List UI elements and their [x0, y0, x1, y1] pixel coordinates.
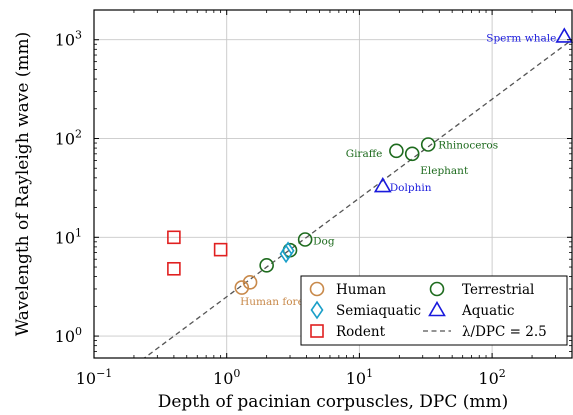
legend-marker-human: [309, 281, 325, 297]
grid: [94, 10, 572, 358]
axis-ticks: 10−1 100 101 102 100 101 102 103: [55, 10, 572, 388]
aquatic-point: [555, 27, 573, 43]
annotation-label: Sperm whale: [486, 32, 556, 44]
x-tick-label: 101: [346, 367, 373, 388]
legend-label: λ/DPC = 2.5: [462, 324, 547, 340]
human-point: [242, 275, 258, 290]
legend-marker-aquatic: [428, 300, 446, 317]
x-tick-label: 102: [478, 367, 505, 388]
annotation-label: Rhinoceros: [438, 139, 498, 151]
terrestrial-point: [389, 143, 404, 159]
legend-marker-terrestrial: [429, 281, 445, 297]
rodent-point: [213, 242, 228, 257]
y-tick-label: 102: [55, 128, 82, 149]
y-tick-label: 101: [55, 226, 82, 247]
legend-marker-rodent: [310, 324, 324, 338]
data-points: [167, 27, 573, 295]
plot-frame: [93, 9, 573, 359]
aquatic-point: [373, 176, 392, 193]
legend-label: Terrestrial: [462, 282, 534, 298]
y-axis-label: Wavelength of Rayleigh wave (mm): [13, 32, 33, 337]
annotation-label: Elephant: [420, 165, 469, 177]
annotation-label: Dolphin: [390, 182, 432, 194]
rodent-point: [167, 230, 181, 245]
annotation-label: Dog: [313, 236, 335, 248]
y-tick-label: 103: [55, 29, 82, 50]
annotation-label: Giraffe: [346, 148, 383, 160]
fit-line-layer: [143, 39, 572, 358]
annotations: Human forearmDogGiraffeElephantRhinocero…: [240, 32, 556, 307]
terrestrial-point: [420, 137, 436, 152]
x-tick-label: 10−1: [76, 367, 113, 388]
x-tick-label: 100: [213, 367, 240, 388]
fit-line: [143, 39, 572, 358]
legend-label: Aquatic: [461, 303, 514, 319]
rodent-point: [167, 261, 181, 276]
legend-label: Human: [336, 282, 386, 298]
x-axis-label: Depth of pacinian corpuscles, DPC (mm): [158, 392, 509, 412]
terrestrial-point: [259, 258, 274, 273]
legend: Human Terrestrial Semiaquatic Aquatic Rodent…: [300, 275, 568, 346]
terrestrial-point: [297, 232, 313, 247]
legend-label: Rodent: [336, 324, 386, 340]
legend-box: [300, 275, 568, 346]
semiaquatic-point: [281, 241, 295, 261]
semiaquatic-point: [279, 244, 293, 264]
legend-label: Semiaquatic: [336, 303, 421, 319]
legend-marker-semiaquatic: [310, 300, 324, 320]
terrestrial-point: [404, 146, 420, 162]
y-tick-label: 100: [55, 325, 82, 346]
human-point: [234, 280, 250, 295]
